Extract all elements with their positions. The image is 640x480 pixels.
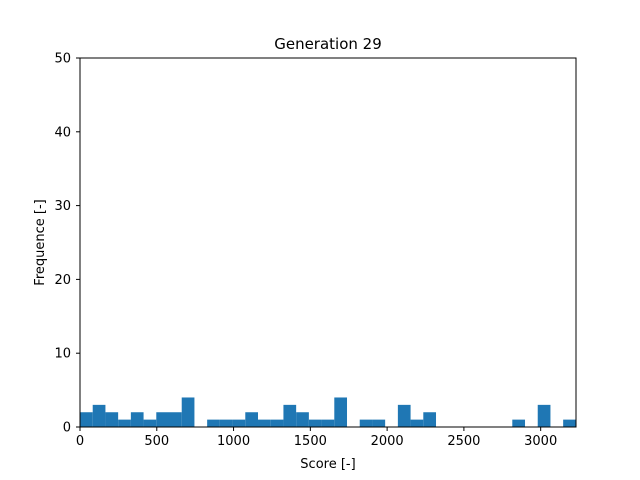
histogram-bar [219,419,233,427]
histogram-bar [118,419,131,427]
y-tick-label: 0 [63,421,71,436]
x-tick-label: 0 [76,434,84,449]
y-axis-label: Frequence [-] [33,199,48,285]
histogram-bar [92,404,106,427]
histogram-bar [537,404,551,427]
x-axis-label: Score [-] [300,457,355,472]
histogram-bar [105,412,119,427]
x-tick-label: 1000 [217,434,250,449]
histogram-bar [423,412,437,427]
x-tick-label: 3000 [524,434,557,449]
histogram-bar [130,412,144,427]
chart-title: Generation 29 [274,35,382,53]
histogram-bar [372,419,386,427]
x-tick-label: 500 [144,434,169,449]
histogram-bar [512,419,526,427]
histogram-bar [321,419,335,427]
y-tick-label: 40 [54,125,71,140]
histogram-bar [410,419,424,427]
bars-group [80,397,576,427]
histogram-bar [169,412,182,427]
histogram-bar [156,412,170,427]
histogram-bar [296,412,309,427]
histogram-bar [283,404,297,427]
histogram-bar [143,419,157,427]
histogram-bar [181,397,195,427]
histogram-bar [80,412,93,427]
y-tick-label: 50 [54,52,71,67]
histogram-bar [258,419,271,427]
y-tick-label: 30 [54,199,71,214]
histogram-bar [207,419,220,427]
y-tick-label: 20 [54,273,71,288]
y-tick-label: 10 [54,347,71,362]
histogram-bar [245,412,259,427]
y-axis: 0 10 20 30 40 50 [54,52,80,436]
x-tick-label: 2500 [447,434,480,449]
plot-frame [79,57,577,428]
histogram-bar [308,419,322,427]
histogram-bar [563,419,576,427]
x-axis: 0 500 1000 1500 2000 2500 3000 [76,427,557,449]
histogram-bar [232,419,246,427]
histogram-bar [334,397,348,427]
histogram-bar [397,404,411,427]
histogram-bar [270,419,284,427]
histogram-bar [359,419,373,427]
x-tick-label: 1500 [294,434,327,449]
x-tick-label: 2000 [371,434,404,449]
